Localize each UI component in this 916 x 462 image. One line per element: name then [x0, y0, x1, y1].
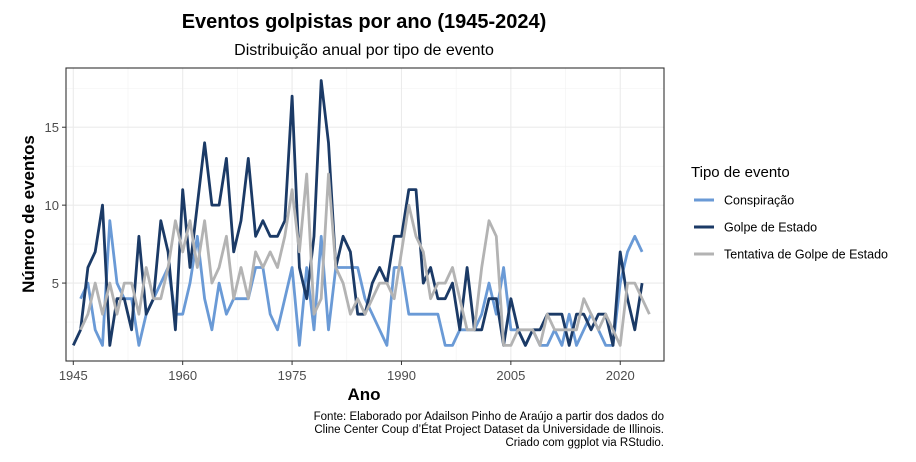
legend-label: Conspiração	[724, 194, 794, 208]
plot-panel	[66, 68, 664, 361]
y-tick-label: 5	[52, 276, 59, 291]
caption-line: Fonte: Elaborado por Adailson Pinho de A…	[314, 411, 664, 423]
legend-item: Golpe de Estado	[694, 221, 817, 235]
series-line-3	[79, 172, 651, 347]
legend: Tipo de evento Conspiração Golpe de Estad…	[691, 164, 888, 262]
x-tick-label: 1960	[168, 368, 197, 383]
x-tick-label: 1975	[278, 368, 307, 383]
x-tick-label: 2020	[606, 368, 635, 383]
caption-line: Criado com ggplot via RStudio.	[505, 437, 664, 449]
legend-label: Tentativa de Golpe de Estado	[724, 248, 888, 262]
y-tick-label: 10	[45, 198, 59, 213]
caption: Fonte: Elaborado por Adailson Pinho de A…	[314, 411, 664, 449]
y-axis: 5 10 15	[45, 120, 66, 291]
panel-background	[66, 68, 664, 361]
legend-label: Golpe de Estado	[724, 221, 817, 235]
x-axis: 1945 1960 1975 1990 2005 2020	[59, 361, 635, 383]
caption-line: Cline Center Coup d’État Project Dataset…	[314, 423, 664, 436]
legend-item: Tentativa de Golpe de Estado	[694, 248, 888, 262]
chart-title: Eventos golpistas por ano (1945-2024)	[182, 11, 547, 33]
legend-title: Tipo de evento	[691, 164, 790, 181]
y-axis-title: Número de eventos	[19, 135, 38, 293]
panel-border	[65, 67, 665, 362]
x-axis-title: Ano	[347, 385, 380, 404]
x-tick-label: 1945	[59, 368, 88, 383]
x-tick-label: 1990	[387, 368, 416, 383]
y-tick-label: 15	[45, 120, 59, 135]
chart-subtitle: Distribuição anual por tipo de evento	[234, 42, 494, 59]
x-tick-label: 2005	[496, 368, 525, 383]
legend-item: Conspiração	[694, 194, 794, 208]
series-lines	[72, 79, 651, 347]
